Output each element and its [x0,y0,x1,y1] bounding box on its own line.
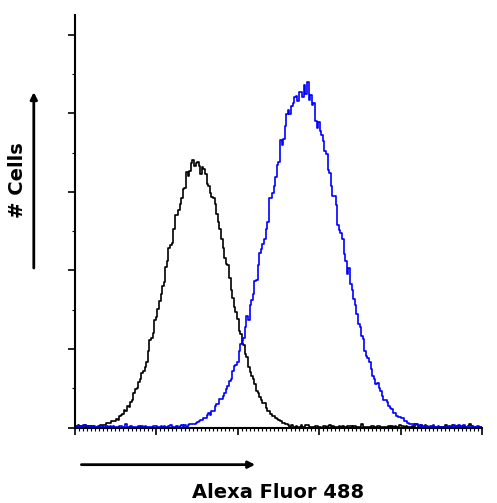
Text: Alexa Fluor 488: Alexa Fluor 488 [192,483,364,502]
Text: # Cells: # Cells [8,142,27,218]
